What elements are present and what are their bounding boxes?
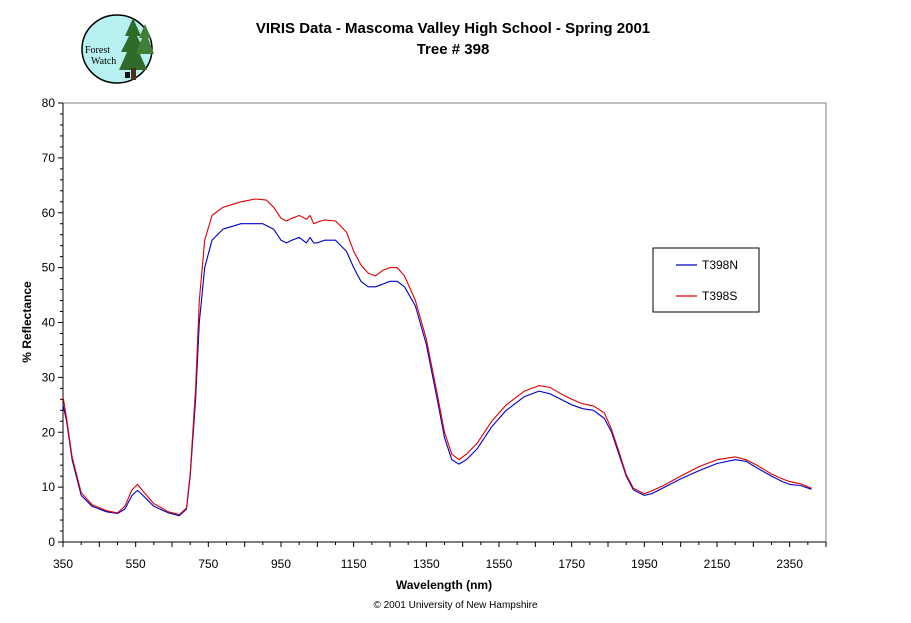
x-tick-label: 950 <box>271 557 291 571</box>
x-tick-label: 350 <box>53 557 73 571</box>
series-line-t398s <box>62 198 812 516</box>
y-tick-label: 40 <box>42 316 56 330</box>
y-tick-label: 60 <box>42 206 56 220</box>
y-tick-label: 50 <box>42 261 56 275</box>
logo-text-watch: Watch <box>91 56 116 67</box>
x-axis-title: Wavelength (nm) <box>396 578 492 592</box>
x-tick-label: 750 <box>198 557 218 571</box>
x-tick-label: 2350 <box>776 557 803 571</box>
y-axis-title: % Reflectance <box>20 281 34 363</box>
legend-label-t398n: T398N <box>702 258 738 272</box>
y-tick-label: 80 <box>42 96 56 110</box>
tree-logo-icon <box>119 18 154 80</box>
x-tick-label: 550 <box>126 557 146 571</box>
x-tick-label: 1350 <box>413 557 440 571</box>
x-tick-label: 1150 <box>341 557 367 571</box>
x-tick-label: 1750 <box>558 557 585 571</box>
logo-text-forest: Forest <box>85 45 110 56</box>
forest-watch-logo: Forest Watch <box>81 14 154 84</box>
y-tick-label: 70 <box>42 151 56 165</box>
y-tick-label: 0 <box>48 535 55 549</box>
x-tick-label: 1950 <box>631 557 658 571</box>
copyright-footer: © 2001 University of New Hampshire <box>373 600 538 611</box>
chart-subtitle: Tree # 398 <box>416 41 490 58</box>
axes: 0 10 20 30 40 50 60 70 80 350 550 750 950 1150 1350 155… <box>42 96 827 571</box>
series-line-t398n <box>62 223 812 517</box>
y-tick-label: 30 <box>42 370 56 384</box>
chart-title: VIRIS Data - Mascoma Valley High School … <box>255 20 651 37</box>
y-tick-label: 10 <box>42 480 56 494</box>
plot-area <box>62 102 827 543</box>
x-tick-label: 2150 <box>704 557 731 571</box>
legend-label-t398s: T398S <box>702 289 737 303</box>
legend-box <box>652 247 760 313</box>
series-layer <box>62 198 812 517</box>
legend: T398N T398S <box>652 247 760 313</box>
y-tick-label: 20 <box>42 425 56 439</box>
x-tick-label: 1550 <box>486 557 513 571</box>
